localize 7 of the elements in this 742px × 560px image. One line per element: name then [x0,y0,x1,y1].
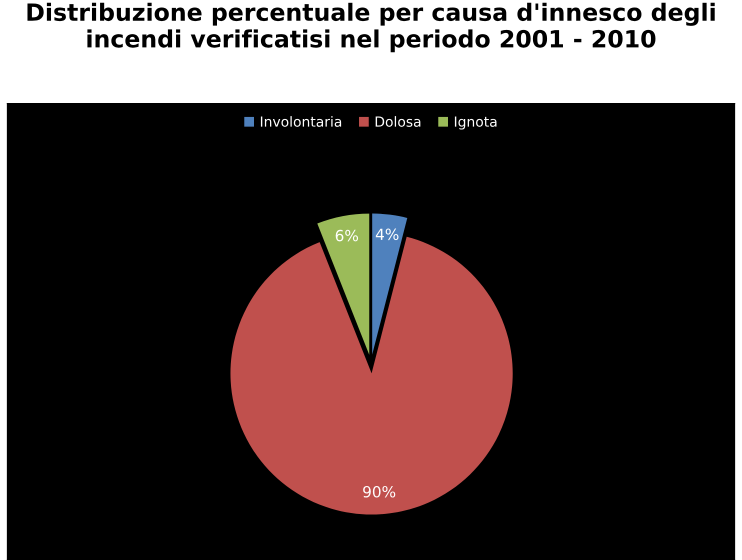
legend-label: Involontaria [260,116,342,127]
legend-label: Dolosa [376,116,420,127]
legend-label: Ignota [454,116,496,130]
chart-title: Distribuzione percentuale per causa d'innesco degli incendi verificatisi nel periodo 2001 - 2010 [27,2,715,52]
data-label: 6% [336,230,358,242]
data-label: 90% [363,486,396,498]
data-label: 4% [376,228,398,240]
